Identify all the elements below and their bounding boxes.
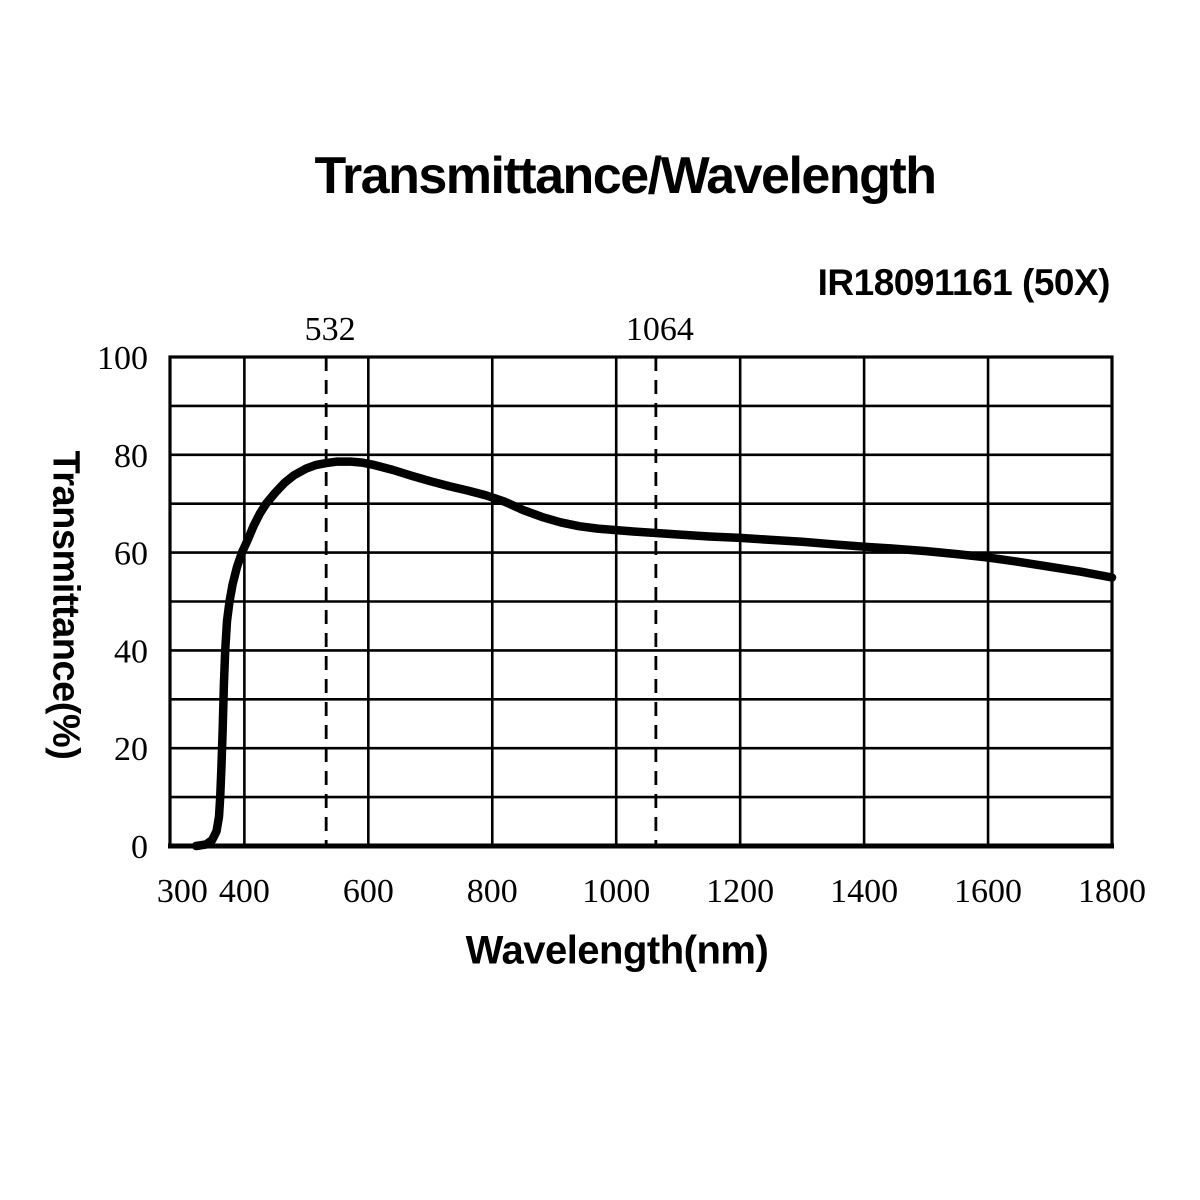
x-tick-label: 1600 [954, 873, 1022, 910]
x-tick-label: 600 [343, 873, 394, 910]
y-tick-label: 40 [114, 633, 148, 670]
y-tick-label: 0 [131, 829, 148, 866]
dashed-marker-label: 1064 [626, 311, 694, 348]
x-tick-label: 1800 [1078, 873, 1146, 910]
dashed-marker-label: 532 [305, 311, 356, 348]
y-tick-label: 20 [114, 731, 148, 768]
y-tick-label: 100 [97, 340, 148, 377]
x-tick-label: 1400 [830, 873, 898, 910]
y-tick-label: 60 [114, 536, 148, 573]
y-tick-label: 80 [114, 438, 148, 475]
x-tick-label: 1200 [706, 873, 774, 910]
x-tick-label: 300 [157, 873, 208, 910]
chart-title: Transmittance/Wavelength [314, 147, 937, 205]
sample-id-annotation: IR18091161 (50X) [817, 262, 1111, 303]
transmittance-curve [191, 457, 1117, 851]
x-tick-label: 400 [219, 873, 270, 910]
x-tick-label: 800 [467, 873, 518, 910]
x-tick-label: 1000 [582, 873, 650, 910]
x-axis-title: Wavelength(nm) [465, 928, 769, 973]
